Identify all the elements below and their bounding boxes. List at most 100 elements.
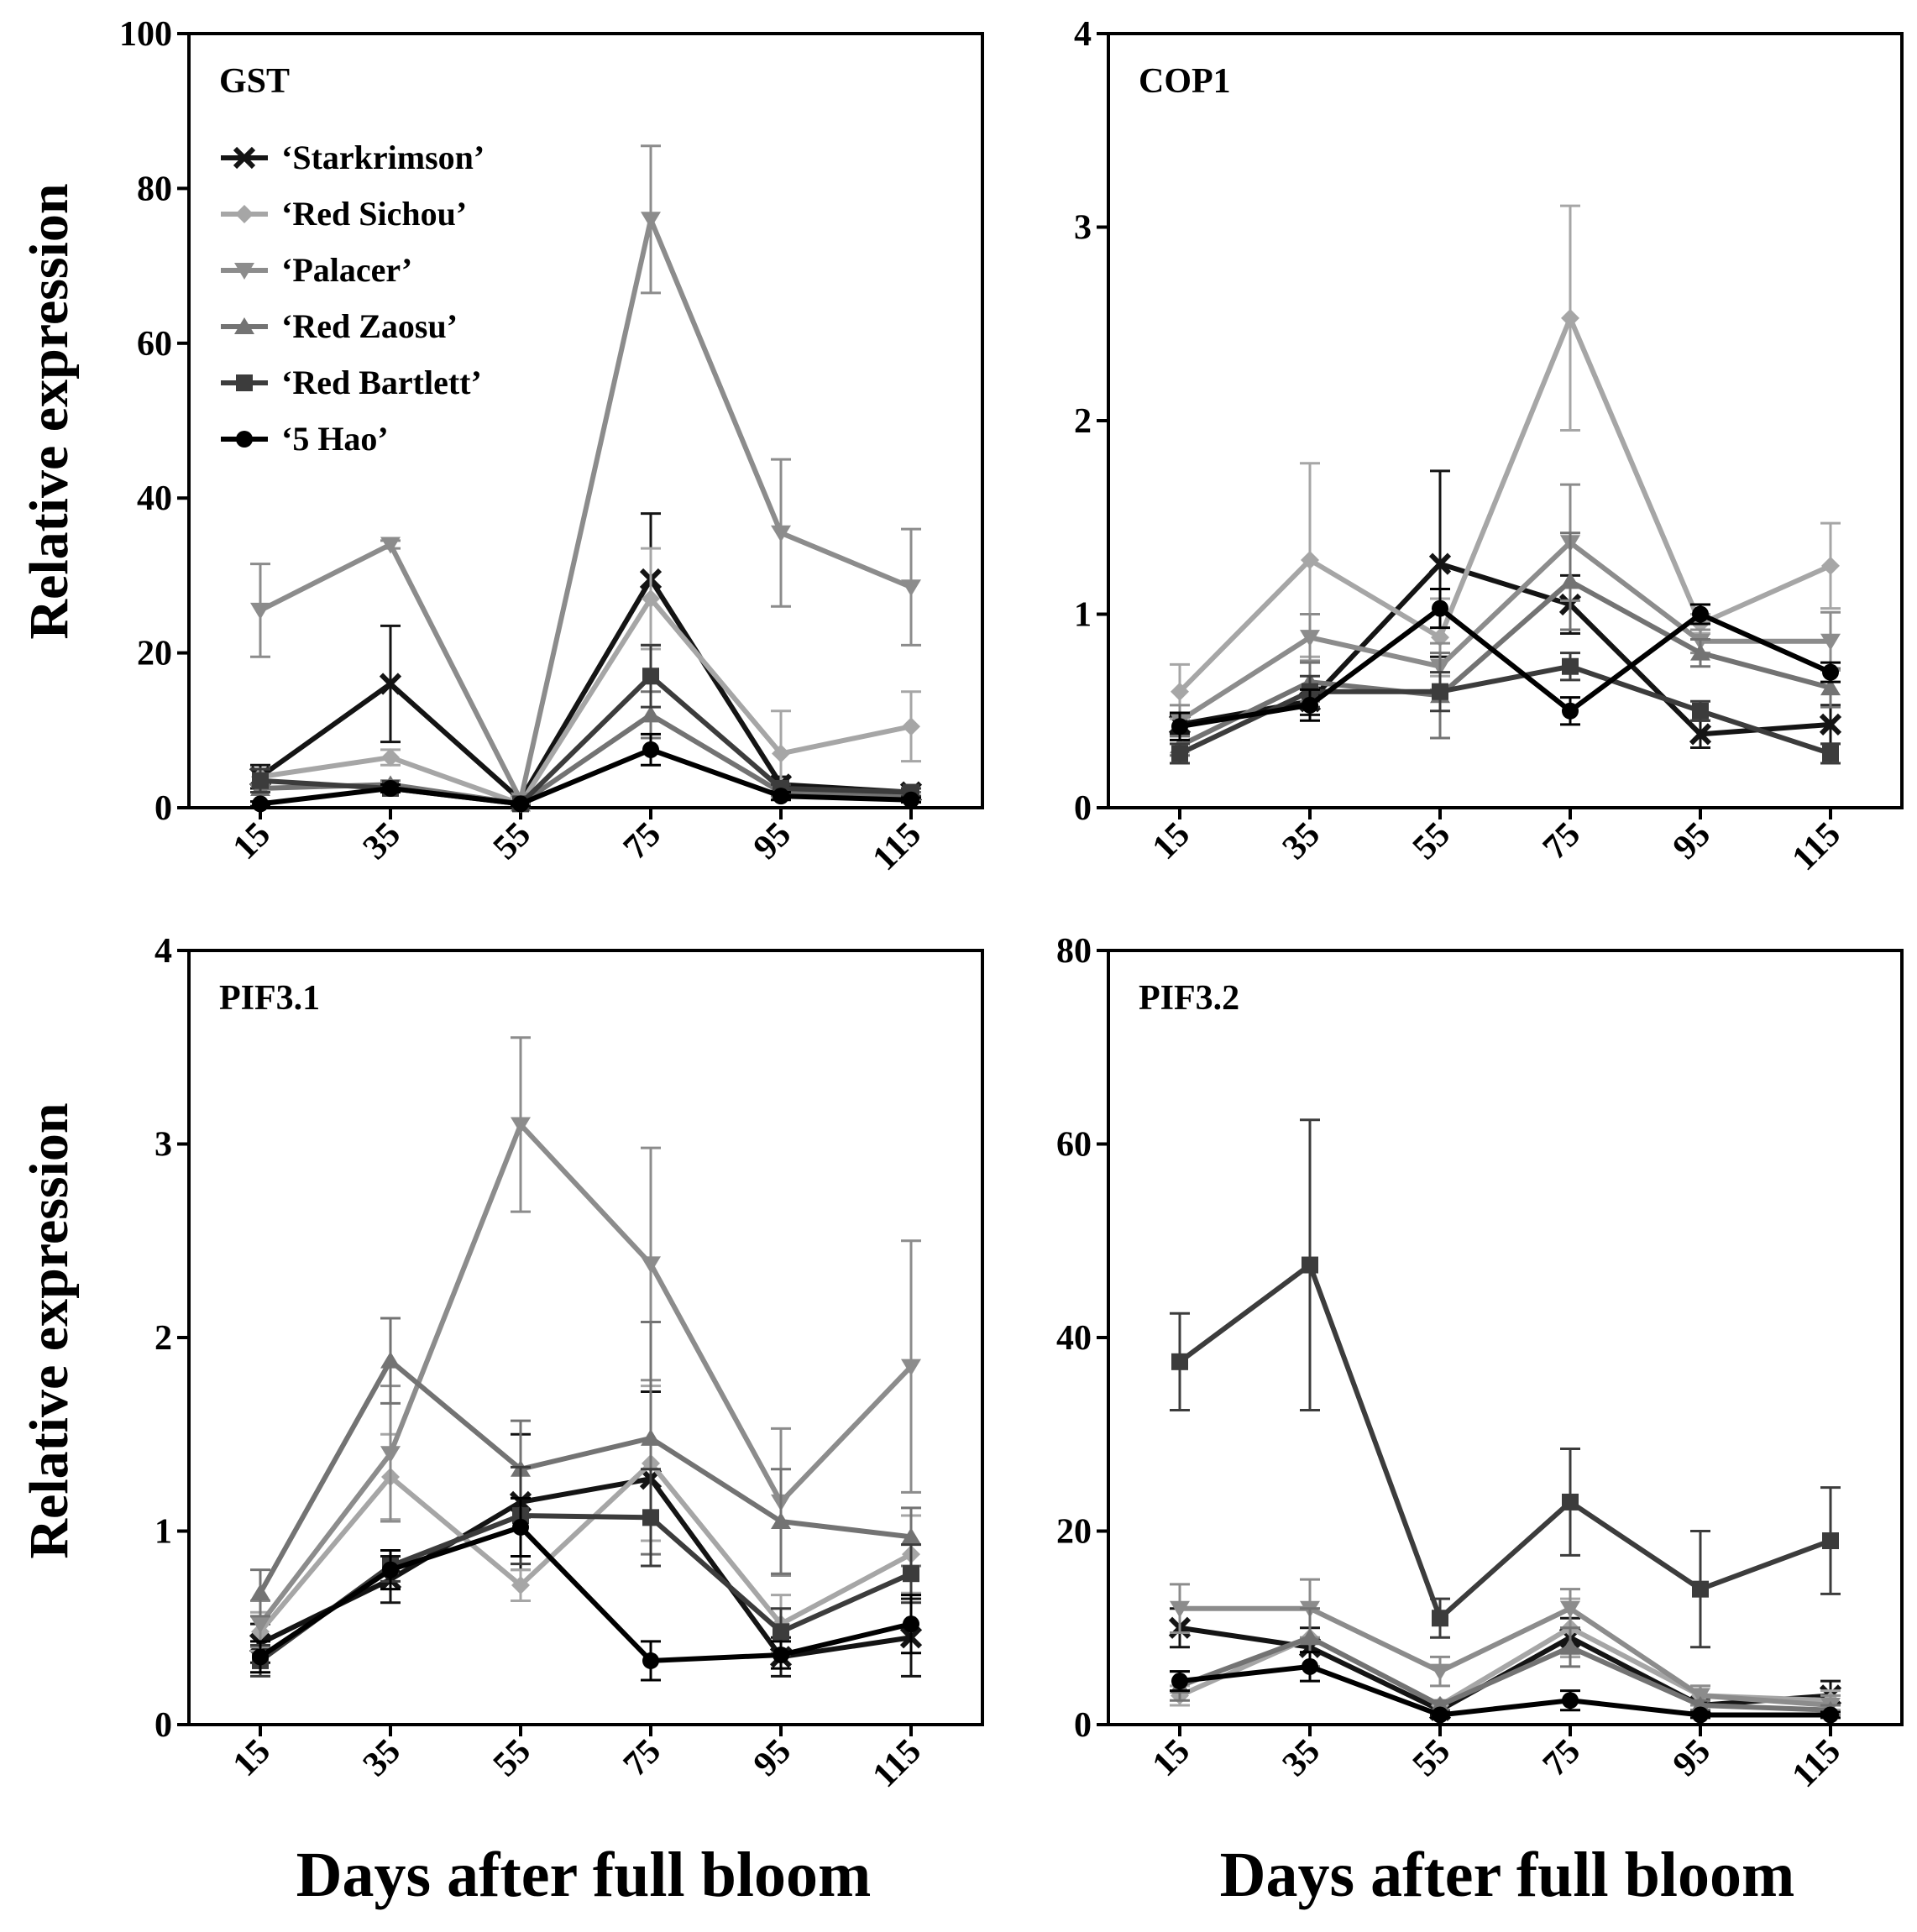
series-line <box>1179 605 1832 730</box>
data-point <box>641 705 661 723</box>
data-point <box>511 1117 531 1134</box>
legend-label: ‘Starkrimson’ <box>281 139 484 176</box>
data-point <box>642 1652 659 1669</box>
data-point <box>1690 643 1710 661</box>
y-tick-label: 4 <box>1074 15 1092 54</box>
data-point <box>1819 713 1842 736</box>
data-point <box>1562 1692 1579 1709</box>
data-point <box>1430 1663 1450 1681</box>
data-point <box>1302 696 1318 714</box>
series-4 <box>250 1317 921 1618</box>
data-point <box>1822 745 1839 762</box>
data-point <box>1822 663 1839 681</box>
legend-item-3: ‘Palacer’ <box>221 251 412 289</box>
series-3 <box>250 144 921 809</box>
data-point <box>252 1648 269 1666</box>
legend-marker <box>233 146 256 170</box>
panel-title: COP1 <box>1139 62 1231 101</box>
series-line <box>259 1524 912 1663</box>
data-point <box>1562 657 1579 675</box>
series-line <box>1180 1605 1831 1708</box>
data-point <box>1171 1353 1188 1370</box>
data-point <box>1560 1600 1580 1618</box>
series-line <box>1178 663 1831 757</box>
legend: ‘Starkrimson’ ‘Red Sichou’ ‘Palacer’ ‘Red Z… <box>221 139 484 458</box>
y-tick-label: 40 <box>137 479 172 518</box>
y-tick-label: 3 <box>1074 209 1092 248</box>
series-line <box>259 217 913 803</box>
y-tick-label: 4 <box>155 932 172 971</box>
data-point <box>1689 723 1712 746</box>
panel-title: PIF3.1 <box>219 979 320 1018</box>
series-line <box>258 1122 914 1626</box>
series-line <box>1178 540 1831 723</box>
legend-label: ‘5 Hao’ <box>281 420 389 458</box>
data-point <box>1300 630 1320 647</box>
data-point <box>1822 1706 1839 1724</box>
y-tick-label: 60 <box>137 325 172 364</box>
legend-marker <box>235 205 254 223</box>
y-tick-label: 0 <box>1074 1706 1092 1745</box>
series-line <box>1178 579 1831 748</box>
ylabel-top: Relative expression <box>18 183 80 639</box>
y-tick-label: 1 <box>155 1513 172 1552</box>
data-point <box>1432 599 1448 617</box>
data-point <box>1820 633 1841 651</box>
y-tick-label: 20 <box>1056 1513 1092 1552</box>
data-point <box>380 537 401 554</box>
series-line <box>1177 315 1832 694</box>
data-point <box>1428 552 1452 575</box>
data-point <box>1562 702 1579 720</box>
y-tick-label: 80 <box>137 170 172 208</box>
data-point <box>901 1527 921 1545</box>
series-6 <box>250 732 921 813</box>
data-point <box>252 795 269 813</box>
data-point <box>1432 1706 1448 1724</box>
y-tick-label: 3 <box>155 1126 172 1165</box>
data-point <box>1692 702 1709 720</box>
data-point <box>1432 683 1448 700</box>
data-point <box>1561 308 1579 327</box>
panel-title: GST <box>219 62 290 101</box>
data-point <box>381 748 400 767</box>
legend-item-5: ‘Red Bartlett’ <box>221 364 482 401</box>
legend-item-2: ‘Red Sichou’ <box>221 195 467 233</box>
y-tick-label: 0 <box>155 789 172 828</box>
series-line <box>1178 1262 1832 1621</box>
series-line <box>259 577 912 803</box>
data-point <box>1822 1532 1839 1550</box>
legend-item-1: ‘Starkrimson’ <box>221 139 484 176</box>
data-point <box>250 1616 270 1634</box>
series-line <box>258 1358 912 1594</box>
data-point <box>382 779 399 797</box>
data-point <box>1562 1493 1579 1511</box>
y-tick-label: 100 <box>119 15 172 54</box>
y-tick-label: 40 <box>1056 1319 1092 1358</box>
y-tick-label: 80 <box>1056 932 1092 971</box>
data-point <box>1692 605 1709 623</box>
data-point <box>512 1518 529 1536</box>
data-point <box>642 1509 659 1526</box>
series-line <box>1178 1635 1831 1713</box>
data-point <box>642 668 659 685</box>
data-point <box>512 795 529 813</box>
y-tick-label: 20 <box>137 635 172 673</box>
data-point <box>1560 1637 1580 1655</box>
data-point <box>903 791 919 809</box>
data-point <box>642 741 659 758</box>
data-point <box>1302 1256 1318 1274</box>
data-point <box>641 1428 661 1446</box>
series-5 <box>1170 1118 1841 1649</box>
data-point <box>903 1615 919 1633</box>
data-point <box>773 1623 789 1641</box>
data-point <box>903 1565 919 1583</box>
data-point <box>1560 572 1580 589</box>
y-tick-label: 0 <box>155 1706 172 1745</box>
series-line <box>259 596 912 807</box>
y-tick-label: 2 <box>155 1319 172 1358</box>
legend-label: ‘Red Bartlett’ <box>281 364 482 401</box>
data-point <box>1170 1600 1190 1618</box>
data-point <box>250 1584 270 1601</box>
data-point <box>379 673 402 695</box>
